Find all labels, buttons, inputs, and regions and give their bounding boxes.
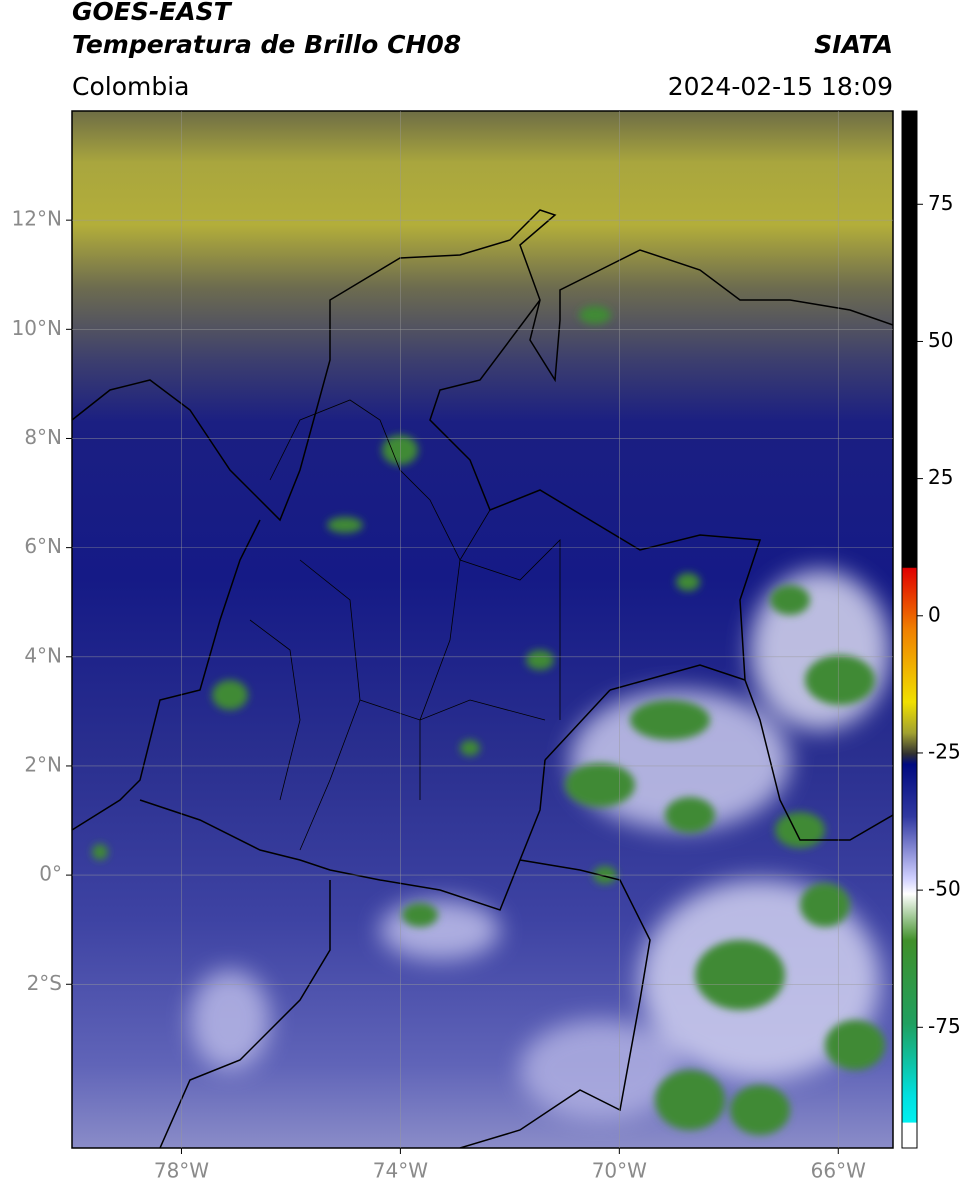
- y-tick-label: 4°N: [24, 643, 62, 667]
- agency: SIATA: [814, 30, 893, 59]
- colorbar-tick-label: 50: [928, 328, 953, 352]
- colorbar-tick-label: -50: [928, 877, 961, 901]
- x-tick-label: 70°W: [592, 1159, 647, 1183]
- colorbar: [901, 110, 918, 1149]
- colorbar-tick-label: 75: [928, 191, 953, 215]
- y-tick-label: 10°N: [12, 316, 62, 340]
- colorbar-tick-label: 25: [928, 465, 953, 489]
- satellite-image: [72, 111, 893, 1148]
- y-tick-label: 0°: [39, 862, 62, 886]
- product: Temperatura de Brillo CH08: [72, 30, 461, 59]
- colorbar-tick-label: -75: [928, 1014, 961, 1038]
- y-tick-label: 6°N: [24, 534, 62, 558]
- x-tick-label: 78°W: [154, 1159, 209, 1183]
- y-tick-label: 12°N: [12, 207, 62, 231]
- map-frame: [71, 110, 894, 1149]
- y-tick-label: 2°S: [27, 971, 62, 995]
- x-tick-label: 66°W: [811, 1159, 866, 1183]
- colorbar-tick-label: 0: [928, 602, 941, 626]
- region: Colombia: [72, 72, 189, 101]
- y-tick-label: 2°N: [24, 752, 62, 776]
- colorbar-tick-label: -25: [928, 739, 961, 763]
- datetime: 2024-02-15 18:09: [668, 72, 893, 101]
- satellite: GOES-EAST: [72, 0, 233, 26]
- y-tick-label: 8°N: [24, 425, 62, 449]
- x-tick-label: 74°W: [373, 1159, 428, 1183]
